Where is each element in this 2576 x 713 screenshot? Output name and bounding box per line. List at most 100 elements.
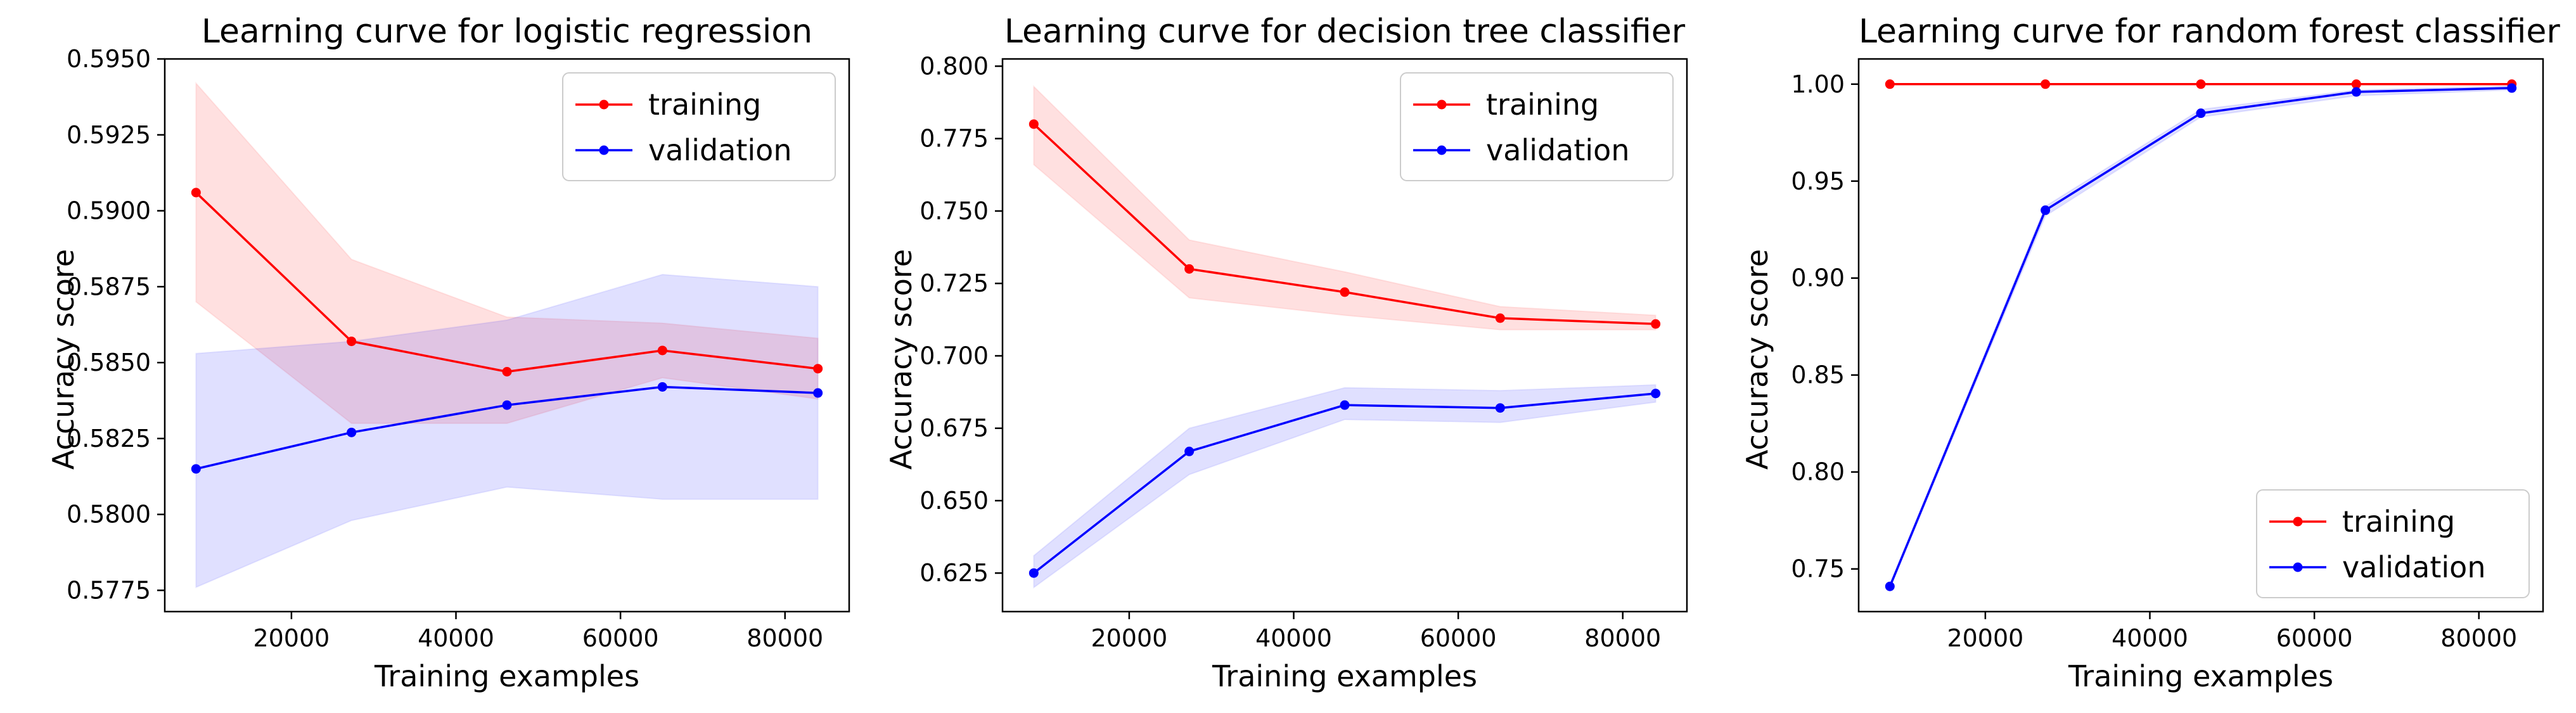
y-tick-label: 0.95 — [1791, 167, 1845, 195]
validation-point — [2196, 108, 2206, 119]
training-point — [1028, 119, 1039, 129]
x-axis-label: Training examples — [374, 659, 640, 693]
validation-point — [1495, 403, 1505, 413]
y-tick-label: 0.80 — [1791, 458, 1845, 486]
x-tick-label: 60000 — [2276, 624, 2353, 652]
chart-title: Learning curve for decision tree classif… — [1004, 13, 1686, 51]
x-tick-label: 20000 — [1947, 624, 2023, 652]
training-point — [1651, 319, 1661, 329]
x-tick-label: 40000 — [418, 624, 494, 652]
legend-training-marker — [599, 100, 609, 110]
legend-box — [2256, 489, 2530, 598]
legend: training validation — [562, 72, 836, 181]
y-tick-label: 0.75 — [1791, 555, 1845, 583]
x-axis-label: Training examples — [1212, 659, 1478, 693]
y-tick-label: 0.5800 — [67, 501, 151, 529]
y-tick-label: 0.800 — [920, 52, 989, 80]
x-tick-label: 60000 — [582, 624, 659, 652]
plot-area-svg: 20000 40000 60000 80000 0.5775 0.5800 0.5825 0.… — [67, 45, 850, 652]
validation-point — [1184, 446, 1195, 456]
legend-box — [1400, 72, 1674, 181]
y-tick-label: 0.90 — [1791, 264, 1845, 292]
legend-training-label: training — [2342, 504, 2455, 539]
validation-point — [2507, 83, 2517, 93]
validation-point — [1028, 568, 1039, 578]
y-tick-label: 0.750 — [920, 197, 989, 225]
y-tick-label: 0.775 — [920, 125, 989, 153]
legend-training-marker — [1437, 100, 1447, 110]
plot-area-svg: 20000 40000 60000 80000 0.625 0.650 0.675 0.700… — [920, 52, 1688, 652]
legend: training validation — [2256, 489, 2530, 598]
y-tick-label: 0.650 — [920, 487, 989, 515]
training-point — [2351, 79, 2361, 89]
legend-validation-marker — [599, 145, 609, 155]
y-tick-label: 0.5950 — [67, 45, 151, 73]
training-point — [1495, 313, 1505, 323]
y-tick-label: 0.5875 — [67, 273, 151, 300]
chart-panel-logistic-regression: Learning curve for logistic regression 2… — [0, 0, 859, 713]
y-tick-label: 1.00 — [1791, 70, 1845, 98]
y-tick-label: 0.675 — [920, 414, 989, 442]
training-point — [813, 364, 823, 374]
legend-validation-label: validation — [648, 133, 791, 167]
training-point — [2041, 79, 2051, 89]
legend-validation-label: validation — [1486, 133, 1629, 167]
training-point — [2196, 79, 2206, 89]
legend-training-label: training — [648, 87, 761, 122]
axes-frame — [1857, 58, 2544, 613]
x-axis-label: Training examples — [2068, 659, 2334, 693]
x-tick-label: 20000 — [1091, 624, 1167, 652]
y-tick-label: 0.5850 — [67, 349, 151, 376]
legend-training-label: training — [1486, 87, 1599, 122]
x-tick-label: 20000 — [253, 624, 330, 652]
y-tick-label: 0.725 — [920, 269, 989, 297]
y-axis-label: Accuracy score — [1740, 248, 1774, 470]
x-tick-label: 40000 — [1255, 624, 1332, 652]
x-tick-label: 80000 — [2440, 624, 2517, 652]
validation-point — [502, 400, 512, 410]
training-point — [1184, 264, 1195, 274]
training-point — [191, 188, 201, 198]
training-point — [502, 366, 512, 376]
axes-frame — [163, 58, 850, 613]
y-tick-label: 0.625 — [920, 559, 989, 587]
y-tick-label: 0.700 — [920, 342, 989, 369]
y-tick-label: 0.5925 — [67, 121, 151, 149]
validation-point — [1885, 581, 1895, 591]
legend-training-marker — [2293, 517, 2303, 527]
y-axis-label: Accuracy score — [46, 248, 80, 470]
training-point — [1885, 79, 1895, 89]
x-tick-label: 40000 — [2111, 624, 2188, 652]
validation-point — [813, 388, 823, 398]
validation-point — [2041, 205, 2051, 215]
legend-validation-marker — [2293, 562, 2303, 572]
legend-box — [562, 72, 836, 181]
chart-title: Learning curve for random forest classif… — [1859, 13, 2560, 51]
legend-validation-marker — [1437, 145, 1447, 155]
chart-title: Learning curve for logistic regression — [201, 13, 813, 51]
validation-point — [657, 382, 667, 392]
x-tick-label: 60000 — [1420, 624, 1497, 652]
y-tick-label: 0.5900 — [67, 197, 151, 225]
validation-point — [191, 464, 201, 474]
validation-confidence-band — [1033, 384, 1656, 589]
validation-point — [347, 427, 357, 437]
training-point — [657, 345, 667, 356]
training-point — [347, 337, 357, 347]
x-tick-label: 80000 — [1584, 624, 1661, 652]
chart-panel-random-forest: Learning curve for random forest classif… — [1694, 0, 2560, 713]
validation-point — [2351, 87, 2361, 97]
y-axis-label: Accuracy score — [884, 248, 918, 470]
plot-area-svg: 20000 40000 60000 80000 0.75 0.80 0.85 0.90 0.95… — [1791, 58, 2544, 652]
legend-validation-label: validation — [2342, 550, 2485, 584]
chart-panel-decision-tree: Learning curve for decision tree classif… — [838, 0, 1696, 713]
validation-point — [1651, 389, 1661, 399]
y-tick-label: 0.5775 — [67, 576, 151, 604]
legend: training validation — [1400, 72, 1674, 181]
axes-frame — [1001, 58, 1688, 613]
validation-point — [1340, 400, 1350, 410]
y-tick-label: 0.5825 — [67, 425, 151, 453]
y-tick-label: 0.85 — [1791, 361, 1845, 389]
x-tick-label: 80000 — [747, 624, 823, 652]
